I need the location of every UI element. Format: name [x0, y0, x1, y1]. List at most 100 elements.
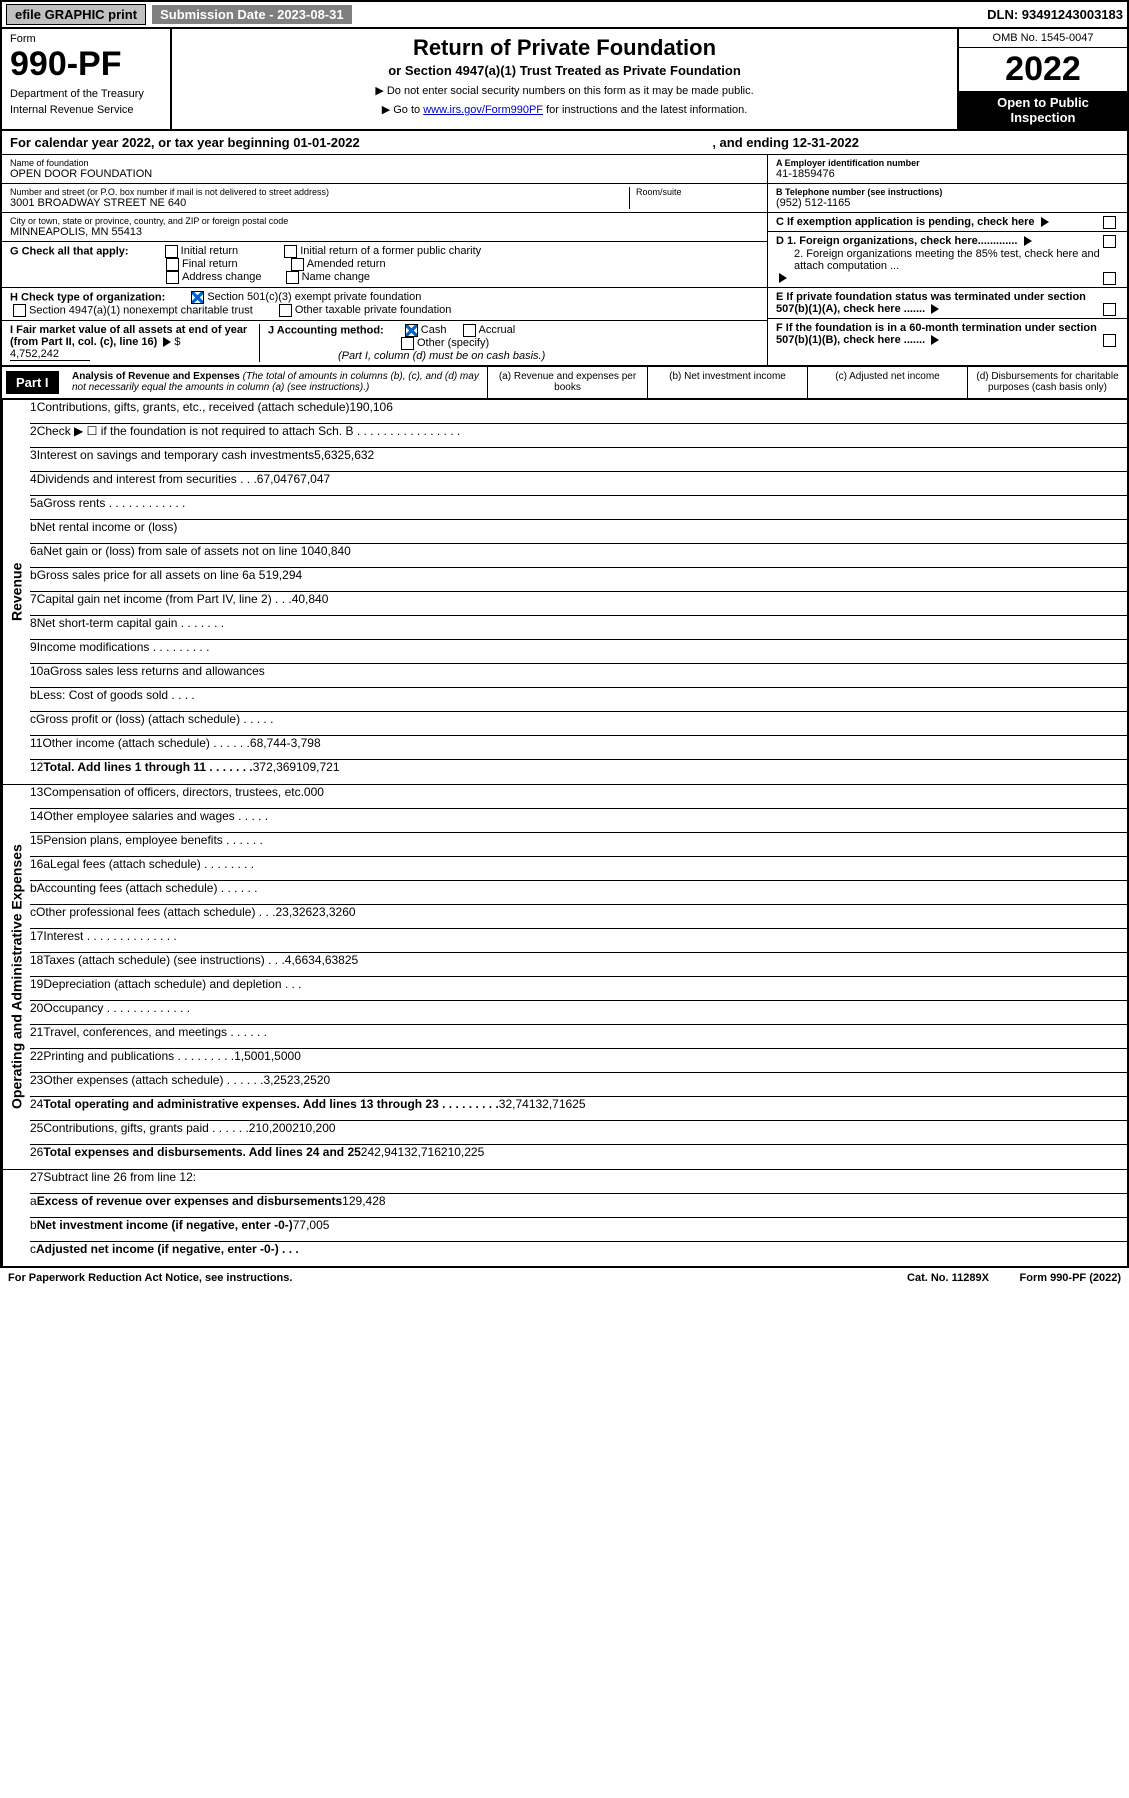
line-desc: Contributions, gifts, grants paid . . . … [43, 1121, 248, 1144]
table-row: 3Interest on savings and temporary cash … [30, 448, 1127, 472]
line-number: a [30, 1194, 37, 1217]
cell-amount: 5,632 [344, 448, 374, 471]
cell-amount: 0 [304, 785, 311, 808]
line-number: 12 [30, 760, 43, 784]
ein-label: A Employer identification number [776, 158, 920, 168]
cell-amount: 0 [311, 785, 318, 808]
col-c-header: (c) Adjusted net income [807, 367, 967, 398]
line-desc: Check ▶ ☐ if the foundation is not requi… [37, 424, 461, 447]
part1-label: Part I [6, 371, 59, 394]
line-number: b [30, 1218, 37, 1241]
line-number: 27 [30, 1170, 43, 1193]
line-desc: Legal fees (attach schedule) . . . . . .… [50, 857, 254, 880]
chk-terminated[interactable] [1103, 303, 1116, 316]
ein: 41-1859476 [776, 168, 1119, 180]
line-number: 22 [30, 1049, 43, 1072]
chk-other-method[interactable] [401, 337, 414, 350]
line-number: 5a [30, 496, 43, 519]
line-number: 11 [30, 736, 42, 759]
line-desc: Gross sales price for all assets on line… [37, 568, 302, 591]
table-row: cOther professional fees (attach schedul… [30, 905, 1127, 929]
chk-501c3[interactable] [191, 291, 204, 304]
form-subtitle: or Section 4947(a)(1) Trust Treated as P… [178, 63, 951, 78]
instructions-link[interactable]: www.irs.gov/Form990PF [423, 104, 543, 116]
line-number: 8 [30, 616, 37, 639]
cell-amount: -3,798 [287, 736, 321, 759]
line-desc: Dividends and interest from securities .… [37, 472, 257, 495]
chk-exemption-pending[interactable] [1103, 216, 1116, 229]
table-row: 11Other income (attach schedule) . . . .… [30, 736, 1127, 760]
line-number: 10a [30, 664, 50, 687]
table-row: 13Compensation of officers, directors, t… [30, 785, 1127, 809]
line-number: 2 [30, 424, 37, 447]
chk-accrual[interactable] [463, 324, 476, 337]
cell-amount: 32,716 [404, 1145, 441, 1169]
line-desc: Other professional fees (attach schedule… [36, 905, 275, 928]
chk-85pct[interactable] [1103, 272, 1116, 285]
table-row: 26Total expenses and disbursements. Add … [30, 1145, 1127, 1169]
table-row: 14Other employee salaries and wages . . … [30, 809, 1127, 833]
chk-final-return[interactable] [166, 258, 179, 271]
revenue-side-label: Revenue [2, 400, 30, 784]
line-number: 17 [30, 929, 43, 952]
table-row: 8Net short-term capital gain . . . . . .… [30, 616, 1127, 640]
table-row: cGross profit or (loss) (attach schedule… [30, 712, 1127, 736]
chk-other-taxable[interactable] [279, 304, 292, 317]
line-desc: Accounting fees (attach schedule) . . . … [37, 881, 258, 904]
name-label: Name of foundation [10, 158, 759, 168]
chk-initial-former[interactable] [284, 245, 297, 258]
line-number: b [30, 881, 37, 904]
line-number: 1 [30, 400, 37, 423]
section-g: G Check all that apply: Initial return I… [2, 242, 767, 288]
line-number: 18 [30, 953, 43, 976]
cell-amount: 1,500 [234, 1049, 264, 1072]
dept-treasury: Department of the Treasury [10, 88, 162, 100]
table-row: 24Total operating and administrative exp… [30, 1097, 1127, 1121]
chk-4947[interactable] [13, 304, 26, 317]
cell-amount: 190,106 [350, 400, 393, 423]
cell-amount: 23,326 [275, 905, 312, 928]
table-row: bNet investment income (if negative, ent… [30, 1218, 1127, 1242]
room-label: Room/suite [636, 187, 759, 197]
line-desc: Travel, conferences, and meetings . . . … [43, 1025, 267, 1048]
table-row: 20Occupancy . . . . . . . . . . . . . [30, 1001, 1127, 1025]
section-j: J Accounting method: Cash Accrual Other … [260, 324, 759, 362]
chk-amended[interactable] [291, 258, 304, 271]
cell-amount: 3,252 [294, 1073, 324, 1096]
col-b-header: (b) Net investment income [647, 367, 807, 398]
efile-btn[interactable]: efile GRAPHIC print [6, 4, 146, 25]
section-d: D 1. Foreign organizations, check here..… [768, 232, 1127, 288]
table-row: 21Travel, conferences, and meetings . . … [30, 1025, 1127, 1049]
table-row: 5aGross rents . . . . . . . . . . . . [30, 496, 1127, 520]
line-number: 4 [30, 472, 37, 495]
chk-foreign-org[interactable] [1103, 235, 1116, 248]
line-number: 19 [30, 977, 43, 1000]
tel-label: B Telephone number (see instructions) [776, 187, 942, 197]
paperwork-notice: For Paperwork Reduction Act Notice, see … [8, 1272, 292, 1284]
cell-amount: 1,500 [264, 1049, 294, 1072]
table-row: 16aLegal fees (attach schedule) . . . . … [30, 857, 1127, 881]
chk-cash[interactable] [405, 324, 418, 337]
line-number: 26 [30, 1145, 43, 1169]
chk-name-change[interactable] [286, 271, 299, 284]
cell-amount: 4,638 [315, 953, 345, 976]
line-number: 16a [30, 857, 50, 880]
cell-amount: 32,716 [536, 1097, 573, 1120]
line-number: b [30, 520, 37, 543]
table-row: bGross sales price for all assets on lin… [30, 568, 1127, 592]
line-desc: Less: Cost of goods sold . . . . [37, 688, 195, 711]
chk-60month[interactable] [1103, 334, 1116, 347]
table-row: 2Check ▶ ☐ if the foundation is not requ… [30, 424, 1127, 448]
omb-number: OMB No. 1545-0047 [959, 29, 1127, 48]
line-number: 13 [30, 785, 43, 808]
table-row: 27Subtract line 26 from line 12: [30, 1170, 1127, 1194]
line-number: 14 [30, 809, 43, 832]
line-number: 25 [30, 1121, 43, 1144]
arrow-icon [1041, 217, 1049, 227]
cell-amount: 25 [345, 953, 358, 976]
arrow-icon [1024, 236, 1032, 246]
chk-address-change[interactable] [166, 271, 179, 284]
line-desc: Net short-term capital gain . . . . . . … [37, 616, 224, 639]
chk-initial-return[interactable] [165, 245, 178, 258]
table-row: 23Other expenses (attach schedule) . . .… [30, 1073, 1127, 1097]
